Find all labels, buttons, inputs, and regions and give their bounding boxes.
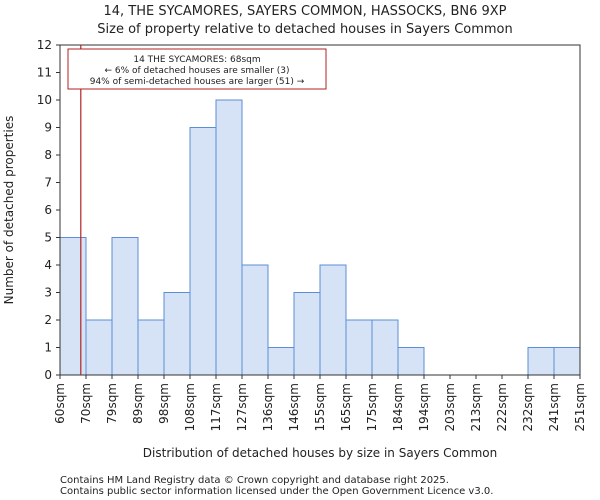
x-tick-label: 136sqm xyxy=(261,383,275,431)
y-tick-label: 11 xyxy=(37,66,52,80)
x-tick-label: 155sqm xyxy=(313,383,327,431)
footer-line-1: Contains HM Land Registry data © Crown c… xyxy=(60,475,449,486)
annotation-line-1: 14 THE SYCAMORES: 68sqm xyxy=(133,55,260,65)
annotation-box: 14 THE SYCAMORES: 68sqm ← 6% of detached… xyxy=(67,48,327,90)
y-tick-label: 5 xyxy=(44,231,52,245)
x-tick-label: 98sqm xyxy=(157,383,171,424)
plot-area-frame xyxy=(59,44,581,376)
y-tick-label: 7 xyxy=(44,176,52,190)
bar-70sqm xyxy=(85,319,113,376)
y-tick-label: 8 xyxy=(44,148,52,162)
bar-184sqm xyxy=(397,347,425,376)
y-tick-label: 3 xyxy=(44,286,52,300)
x-tick-label: 203sqm xyxy=(443,383,457,431)
annotation-frame xyxy=(67,48,327,90)
x-tick-label: 79sqm xyxy=(105,383,119,424)
annotation-line-2: ← 6% of detached houses are smaller (3) xyxy=(104,66,289,76)
y-tick-label: 12 xyxy=(37,38,52,52)
x-tick-label: 232sqm xyxy=(521,383,535,431)
bar-136sqm xyxy=(267,347,295,376)
x-tick-label: 194sqm xyxy=(417,383,431,431)
x-tick-label: 127sqm xyxy=(235,383,249,431)
x-tick-label: 251sqm xyxy=(573,383,587,431)
bar-155sqm xyxy=(319,264,347,376)
bar-89sqm xyxy=(137,319,165,376)
y-tick-label: 9 xyxy=(44,121,52,135)
x-tick-label: 213sqm xyxy=(469,383,483,431)
y-tick-label: 10 xyxy=(37,93,52,107)
bar-165sqm xyxy=(345,319,373,376)
y-axis-label: Number of detached properties xyxy=(2,116,16,305)
x-tick-label: 146sqm xyxy=(287,383,301,431)
bars-group xyxy=(59,99,581,376)
x-tick-label: 70sqm xyxy=(79,383,93,424)
bar-232sqm xyxy=(527,347,555,376)
x-axis-label: Distribution of detached houses by size … xyxy=(143,446,497,460)
x-axis-ticks: 60sqm 70sqm 79sqm 89sqm 98sqm 108sqm 117sqm 127… xyxy=(53,375,587,431)
x-tick-label: 165sqm xyxy=(339,383,353,431)
x-tick-label: 184sqm xyxy=(391,383,405,431)
bar-60sqm xyxy=(59,237,87,376)
x-tick-label: 117sqm xyxy=(209,383,223,431)
bar-98sqm xyxy=(163,292,191,376)
bar-79sqm xyxy=(111,237,139,376)
x-tick-label: 89sqm xyxy=(131,383,145,424)
x-tick-label: 60sqm xyxy=(53,383,67,424)
x-tick-label: 175sqm xyxy=(365,383,379,431)
y-tick-label: 0 xyxy=(44,368,52,382)
chart-title: 14, THE SYCAMORES, SAYERS COMMON, HASSOC… xyxy=(103,4,506,19)
y-tick-label: 4 xyxy=(44,258,52,272)
bar-127sqm xyxy=(241,264,269,376)
y-tick-label: 2 xyxy=(44,313,52,327)
bar-108sqm xyxy=(189,127,217,376)
y-tick-label: 6 xyxy=(44,203,52,217)
x-tick-label: 108sqm xyxy=(183,383,197,431)
bar-241sqm xyxy=(553,347,581,376)
annotation-line-3: 94% of semi-detached houses are larger (… xyxy=(90,77,305,87)
footer-line-2: Contains public sector information licen… xyxy=(60,486,493,497)
bar-117sqm xyxy=(215,99,243,376)
chart-subtitle: Size of property relative to detached ho… xyxy=(97,22,513,37)
bar-175sqm xyxy=(371,319,399,376)
x-tick-label: 222sqm xyxy=(495,383,509,431)
bar-146sqm xyxy=(293,292,321,376)
y-tick-label: 1 xyxy=(44,341,52,355)
x-tick-label: 241sqm xyxy=(547,383,561,431)
